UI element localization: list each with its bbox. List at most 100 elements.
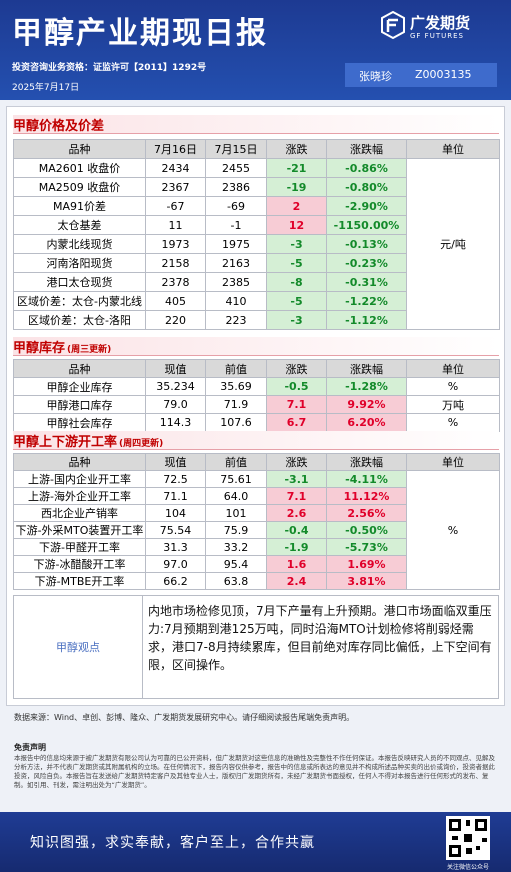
qr-caption: 关注微信公众号 <box>446 864 489 871</box>
value-cell: 95.4 <box>205 555 267 573</box>
value-cell: -5 <box>266 291 327 311</box>
value-cell: 2455 <box>205 158 267 178</box>
value-cell: 33.2 <box>205 538 267 556</box>
viewpoint-text: 内地市场检修见顶，7月下产量有上升预期。港口市场面临双重压力:7月预期到港125… <box>148 604 492 672</box>
value-cell: 72.5 <box>145 470 206 488</box>
data-row: 区域价差：太仓-洛阳 220 223 -3 -1.12% <box>13 310 500 330</box>
column-header: 涨跌 <box>266 453 327 471</box>
unit-cell: 万吨 <box>406 395 500 414</box>
row-label: 西北企业产销率 <box>13 504 146 522</box>
column-header: 品种 <box>13 359 146 378</box>
section-note: (周四更新) <box>119 439 164 449</box>
row-label: MA2509 收盘价 <box>13 177 146 197</box>
data-source: 数据来源：Wind、卓创、彭博、隆众、广发期货发展研究中心。请仔细阅读报告尾端免… <box>14 713 355 722</box>
data-table: 品种 现值 前值 涨跌 涨跌幅 单位 上游-国内企业开工率 72.5 75.61 -3.1 -4.1… <box>13 453 500 590</box>
data-row: 内蒙北线现货 1973 1975 -3 -0.13% <box>13 234 500 254</box>
value-cell: 114.3 <box>145 413 206 432</box>
data-row: 区域价差：太仓-内蒙北线 405 410 -5 -1.22% <box>13 291 500 311</box>
column-header: 涨跌 <box>266 139 327 159</box>
value-cell: 1975 <box>205 234 267 254</box>
column-header: 现值 <box>145 359 206 378</box>
data-row: MA91价差 -67 -69 2 -2.90% <box>13 196 500 216</box>
value-cell: -5 <box>266 253 327 273</box>
data-table: 品种 现值 前值 涨跌 涨跌幅 单位 甲醇企业库存 35.234 35.69 -0.5 -1.28%… <box>13 359 500 432</box>
value-cell: 1.6 <box>266 555 327 573</box>
column-header: 7月15日 <box>205 139 267 159</box>
section-title: 甲醇库存 (周三更新) <box>13 337 499 356</box>
analyst-id: Z0003135 <box>415 68 472 81</box>
value-cell: 3.81% <box>326 572 407 590</box>
value-cell: 75.9 <box>205 521 267 539</box>
row-label: 下游-甲醛开工率 <box>13 538 146 556</box>
value-cell: -21 <box>266 158 327 178</box>
footer: 知识图强，求实奉献，客户至上，合作共赢 关注微信公众号 <box>0 812 511 872</box>
value-cell: 2367 <box>145 177 206 197</box>
value-cell: -1 <box>205 215 267 235</box>
qualification: 投资咨询业务资格：证监许可【2011】1292号 <box>12 63 207 73</box>
section-title-text: 甲醇上下游开工率 <box>13 435 118 450</box>
value-cell: 220 <box>145 310 206 330</box>
disclaimer-text: 本报告中的信息均来源于被广发期货有限公司认为可靠的已公开资料，但广发期货对这些信… <box>14 754 495 789</box>
section-title-text: 甲醇库存 <box>13 341 66 356</box>
column-header: 涨跌幅 <box>326 453 407 471</box>
row-label: 上游-海外企业开工率 <box>13 487 146 505</box>
column-header: 现值 <box>145 453 206 471</box>
value-cell: 2.6 <box>266 504 327 522</box>
value-cell: -3 <box>266 234 327 254</box>
value-cell: -0.80% <box>326 177 407 197</box>
data-row: 太仓基差 11 -1 12 -1150.00% <box>13 215 500 235</box>
data-row: MA2601 收盘价 2434 2455 -21 -0.86% 元/吨 <box>13 158 500 330</box>
value-cell: 2386 <box>205 177 267 197</box>
value-cell: -67 <box>145 196 206 216</box>
column-header: 单位 <box>406 139 500 159</box>
row-label: 上游-国内企业开工率 <box>13 470 146 488</box>
column-header: 品种 <box>13 453 146 471</box>
row-label: 区域价差：太仓-内蒙北线 <box>13 291 146 311</box>
column-header: 品种 <box>13 139 146 159</box>
analyst-name: 张晓珍 <box>359 70 392 83</box>
data-row: 甲醇港口库存 79.0 71.9 7.1 9.92% 万吨 <box>13 395 500 414</box>
value-cell: 2434 <box>145 158 206 178</box>
value-cell: -4.11% <box>326 470 407 488</box>
value-cell: 64.0 <box>205 487 267 505</box>
value-cell: 11 <box>145 215 206 235</box>
value-cell: 7.1 <box>266 487 327 505</box>
section-title: 甲醇价格及价差 <box>13 115 499 134</box>
value-cell: 6.20% <box>326 413 407 432</box>
unit-cell: % <box>406 470 500 590</box>
value-cell: -1.22% <box>326 291 407 311</box>
report-date: 2025年7月17日 <box>12 83 80 93</box>
slogan: 知识图强，求实奉献，客户至上，合作共赢 <box>30 835 315 851</box>
value-cell: 2.56% <box>326 504 407 522</box>
row-label: 河南洛阳现货 <box>13 253 146 273</box>
value-cell: 9.92% <box>326 395 407 414</box>
data-row: 甲醇企业库存 35.234 35.69 -0.5 -1.28%% <box>13 377 500 396</box>
value-cell: 63.8 <box>205 572 267 590</box>
data-row: 甲醇社会库存 114.3 107.6 6.7 6.20%% <box>13 413 500 432</box>
value-cell: 2.4 <box>266 572 327 590</box>
column-header: 涨跌幅 <box>326 359 407 378</box>
value-cell: -69 <box>205 196 267 216</box>
viewpoint-label: 甲醇观点 <box>14 596 143 698</box>
data-table: 品种 7月16日 7月15日 涨跌 涨跌幅 单位 MA2601 收盘价 2434 2455 -21… <box>13 139 500 330</box>
value-cell: 6.7 <box>266 413 327 432</box>
header: 甲醇产业期现日报 广发期货 GF FUTURES 投资咨询业务资格：证监许可【2… <box>0 0 511 100</box>
column-header: 前值 <box>205 359 267 378</box>
column-header: 涨跌 <box>266 359 327 378</box>
row-label: 区域价差：太仓-洛阳 <box>13 310 146 330</box>
value-cell: -3.1 <box>266 470 327 488</box>
value-cell: 75.61 <box>205 470 267 488</box>
analyst-box: 张晓珍 Z0003135 <box>345 63 497 87</box>
value-cell: -2.90% <box>326 196 407 216</box>
value-cell: -0.13% <box>326 234 407 254</box>
row-label: 甲醇港口库存 <box>13 395 146 414</box>
data-row: 上游-海外企业开工率 71.1 64.0 7.1 11.12% <box>13 487 500 505</box>
value-cell: 2163 <box>205 253 267 273</box>
unit-cell: % <box>406 413 500 432</box>
disclaimer-title: 免责声明 <box>14 743 46 752</box>
value-cell: -0.86% <box>326 158 407 178</box>
logo-icon <box>381 10 405 40</box>
value-cell: 405 <box>145 291 206 311</box>
data-row: 下游-MTBE开工率 66.2 63.8 2.4 3.81% <box>13 572 500 590</box>
value-cell: 1.69% <box>326 555 407 573</box>
